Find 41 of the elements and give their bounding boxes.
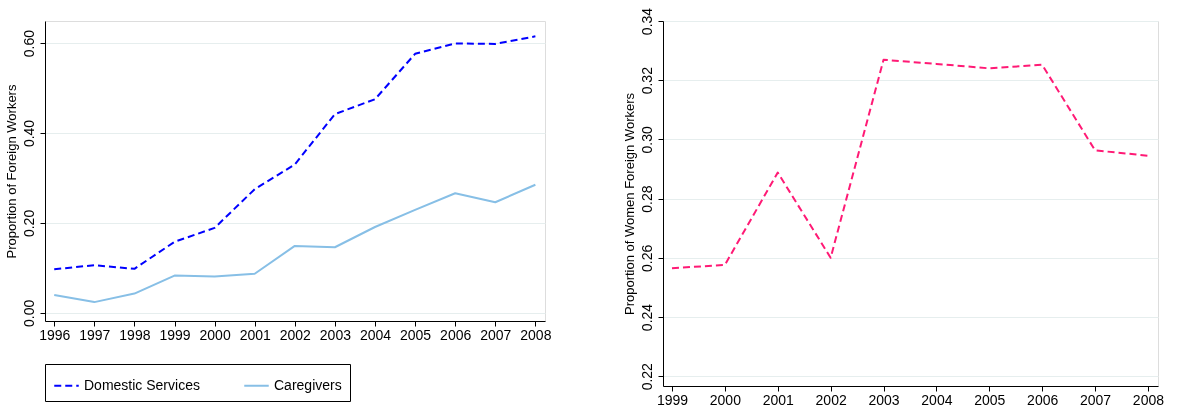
x-tick-label: 2002 — [815, 391, 847, 408]
y-tick-label: 0.28 — [638, 185, 655, 213]
line-series — [53, 183, 537, 304]
x-tick-label: 2005 — [974, 391, 1006, 408]
x-tick-label: 2003 — [319, 326, 352, 343]
y-tick-label: 0.32 — [638, 66, 655, 95]
x-tick-label: 2006 — [1027, 391, 1059, 408]
x-tick-label: 1996 — [39, 326, 71, 343]
x-tick-label: 2007 — [480, 326, 512, 343]
y-tick-label: 0.26 — [638, 244, 655, 272]
x-tick-label: 2001 — [762, 391, 795, 408]
x-tick-label: 1997 — [79, 326, 111, 343]
y-tick-label: 0.40 — [20, 119, 37, 148]
x-tick-label: 2004 — [921, 391, 953, 408]
y-tick-label: 0.22 — [638, 362, 655, 391]
x-tick-label: 2007 — [1079, 391, 1112, 408]
x-tick-label: 2001 — [239, 326, 271, 343]
legend-label: Caregivers — [274, 376, 342, 393]
y-tick-label: 0.30 — [638, 126, 655, 154]
x-tick-label: 1998 — [119, 326, 151, 343]
y-tick-label: 0.24 — [638, 303, 655, 332]
x-tick-label: 2003 — [868, 391, 900, 408]
line-series — [53, 35, 537, 271]
y-tick-label: 0.60 — [20, 29, 37, 58]
x-tick-label: 1999 — [159, 326, 191, 343]
x-tick-label: 2000 — [709, 391, 742, 408]
x-tick-label: 2006 — [440, 326, 472, 343]
line-series — [670, 58, 1149, 270]
y-tick-label: 0.20 — [20, 209, 37, 238]
y-tick-label: 0.00 — [20, 299, 37, 328]
x-tick-label: 2008 — [520, 326, 552, 343]
y-axis-title: Proportion of Women Foreign Workers — [621, 92, 637, 316]
x-tick-label: 2005 — [400, 326, 432, 343]
legend-label: Domestic Services — [84, 376, 200, 393]
x-tick-label: 1999 — [656, 391, 689, 408]
x-tick-label: 2008 — [1132, 391, 1165, 408]
y-tick-label: 0.34 — [638, 7, 655, 36]
x-tick-label: 2002 — [279, 326, 312, 343]
x-tick-label: 2004 — [359, 326, 392, 343]
x-tick-label: 2000 — [199, 326, 231, 343]
y-axis-title: Proportion of Foreign Workers — [3, 84, 19, 259]
